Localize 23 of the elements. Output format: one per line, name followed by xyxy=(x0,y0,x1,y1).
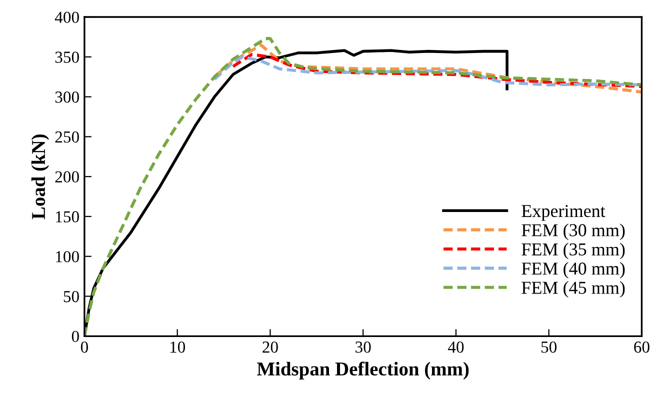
y-tick-label: 100 xyxy=(56,251,79,262)
x-tick-label: 50 xyxy=(541,341,557,353)
legend-label: FEM (45 mm) xyxy=(522,281,625,298)
x-tick-label: 20 xyxy=(262,341,278,353)
y-tick-label: 150 xyxy=(56,211,79,222)
y-tick-label: 400 xyxy=(54,12,79,23)
legend-label: FEM (35 mm) xyxy=(522,242,625,260)
y-axis-title: Load (kN) xyxy=(31,134,50,220)
legend-label: FEM (30 mm) xyxy=(522,224,625,240)
x-tick-label: 60 xyxy=(634,341,650,353)
legend-label: FEM (40 mm) xyxy=(522,262,625,278)
y-tick-label: 0 xyxy=(72,330,79,342)
x-axis-title: Midspan Deflection (mm) xyxy=(257,362,469,380)
y-tick-label: 250 xyxy=(55,131,79,143)
x-tick-label: 10 xyxy=(170,341,186,353)
y-tick-label: 300 xyxy=(55,91,79,103)
y-tick-label: 350 xyxy=(55,52,79,63)
legend-label: Experiment xyxy=(522,204,606,221)
x-tick-label: 0 xyxy=(80,341,88,353)
y-tick-label: 200 xyxy=(55,171,79,183)
x-tick-label: 40 xyxy=(448,341,464,353)
x-tick-label: 30 xyxy=(356,341,371,353)
y-tick-label: 50 xyxy=(64,290,79,302)
